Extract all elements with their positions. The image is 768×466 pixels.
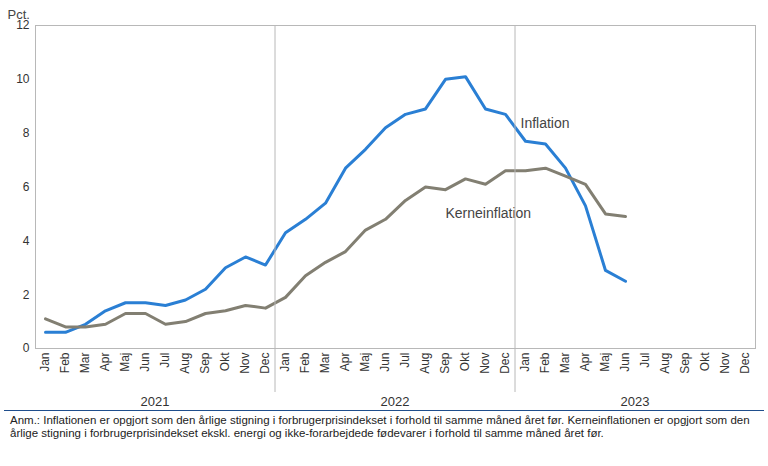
svg-text:6: 6 (23, 180, 30, 194)
svg-text:Jun: Jun (618, 353, 632, 372)
svg-text:2: 2 (23, 288, 30, 302)
svg-text:Jun: Jun (378, 353, 392, 372)
svg-text:Nov: Nov (478, 353, 492, 374)
svg-text:Okt: Okt (458, 352, 472, 371)
svg-text:Maj: Maj (598, 353, 612, 372)
svg-text:Aug: Aug (418, 353, 432, 374)
svg-text:10: 10 (16, 72, 30, 86)
svg-text:Apr: Apr (98, 353, 112, 372)
svg-text:Jun: Jun (138, 353, 152, 372)
svg-text:Apr: Apr (338, 353, 352, 372)
svg-text:Sep: Sep (438, 352, 452, 374)
svg-text:Mar: Mar (78, 353, 92, 374)
svg-text:Jan: Jan (518, 353, 532, 372)
svg-text:Jan: Jan (278, 353, 292, 372)
svg-text:Okt: Okt (698, 352, 712, 371)
svg-text:Nov: Nov (238, 353, 252, 374)
svg-text:Inflation: Inflation (521, 115, 570, 131)
svg-text:2021: 2021 (141, 394, 170, 409)
svg-text:Dec: Dec (738, 353, 752, 374)
svg-text:2023: 2023 (621, 394, 650, 409)
svg-text:Feb: Feb (58, 352, 72, 373)
svg-text:Mar: Mar (558, 353, 572, 374)
svg-text:Kerneinflation: Kerneinflation (446, 205, 532, 221)
svg-text:Jul: Jul (398, 353, 412, 368)
svg-text:Feb: Feb (538, 352, 552, 373)
svg-text:8: 8 (23, 126, 30, 140)
svg-text:Jul: Jul (638, 353, 652, 368)
svg-text:Jul: Jul (158, 353, 172, 368)
html-text:Anm.: Inflationen er opgjort s: Anm.: Inflationen er opgjort som den årl… (10, 414, 750, 439)
svg-text:Jan: Jan (38, 353, 52, 372)
svg-text:Pct.: Pct. (8, 7, 30, 22)
svg-text:Maj: Maj (118, 353, 132, 372)
svg-text:Aug: Aug (658, 353, 672, 374)
svg-text:12: 12 (16, 18, 30, 33)
svg-text:Maj: Maj (358, 353, 372, 372)
svg-text:Mar: Mar (318, 353, 332, 374)
svg-text:Dec: Dec (258, 353, 272, 374)
svg-text:4: 4 (23, 234, 30, 248)
svg-text:Feb: Feb (298, 352, 312, 373)
svg-text:Aug: Aug (178, 353, 192, 374)
svg-text:Dec: Dec (498, 353, 512, 374)
svg-text:2022: 2022 (381, 394, 410, 409)
svg-text:Nov: Nov (718, 353, 732, 374)
svg-text:Okt: Okt (218, 352, 232, 371)
svg-text:0: 0 (23, 341, 30, 355)
svg-text:Sep: Sep (678, 352, 692, 374)
svg-text:Apr: Apr (578, 353, 592, 372)
svg-text:Sep: Sep (198, 352, 212, 374)
